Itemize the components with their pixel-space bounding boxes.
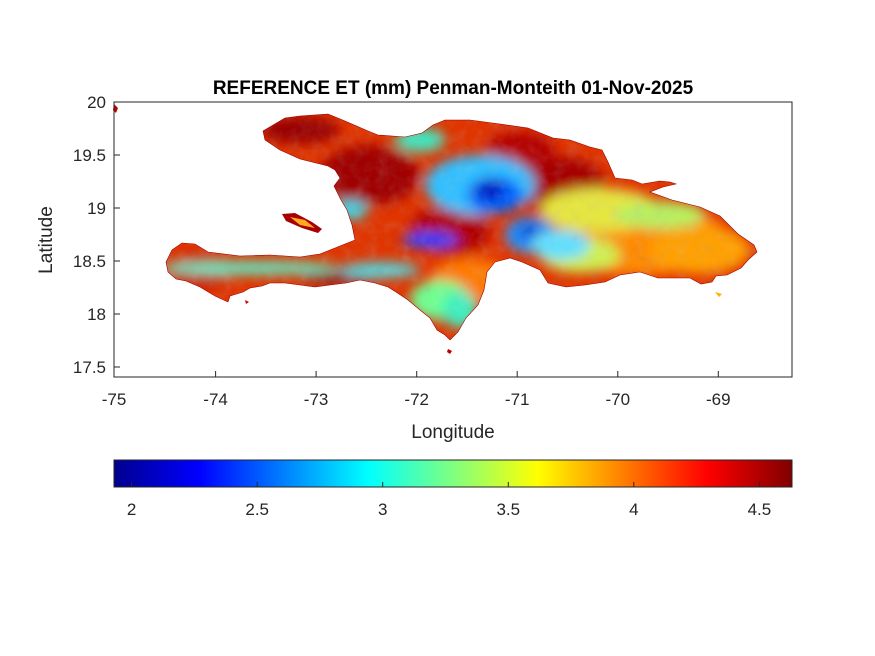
y-tick-labels: 20 19.5 19 18.5 18 17.5: [73, 93, 106, 377]
colorbar-tick-label: 4: [629, 500, 638, 519]
colorbar-tick-label: 2.5: [245, 500, 269, 519]
x-tick-label: -72: [404, 390, 429, 409]
map-axes: [113, 101, 793, 378]
x-tick-label: -74: [203, 390, 228, 409]
y-tick-marks: [114, 154, 120, 368]
y-tick-label: 18: [87, 305, 106, 324]
et-raster: [113, 104, 758, 354]
colorbar: [113, 459, 793, 488]
y-axis-label: Latitude: [36, 206, 57, 274]
chart-title: REFERENCE ET (mm) Penman-Monteith 01-Nov…: [213, 78, 694, 99]
y-tick-label: 17.5: [73, 358, 106, 377]
y-tick-label: 19.5: [73, 146, 106, 165]
colorbar-tick-label: 3: [378, 500, 387, 519]
colorbar-tick-label: 4.5: [748, 500, 772, 519]
x-tick-label: -71: [505, 390, 530, 409]
colorbar-tick-label: 2: [127, 500, 136, 519]
y-tick-label: 20: [87, 93, 106, 112]
x-tick-marks: [215, 371, 719, 377]
colorbar-tick-marks: [131, 482, 760, 487]
colorbar-tick-label: 3.5: [496, 500, 520, 519]
x-axis-label: Longitude: [411, 422, 494, 443]
x-tick-labels: -75 -74 -73 -72 -71 -70 -69: [102, 390, 731, 409]
x-tick-label: -70: [606, 390, 631, 409]
x-tick-label: -73: [304, 390, 329, 409]
colorbar-tick-labels: 2 2.5 3 3.5 4 4.5: [127, 500, 771, 519]
y-tick-label: 18.5: [73, 252, 106, 271]
x-tick-label: -75: [102, 390, 127, 409]
x-tick-label: -69: [706, 390, 731, 409]
y-tick-label: 19: [87, 199, 106, 218]
